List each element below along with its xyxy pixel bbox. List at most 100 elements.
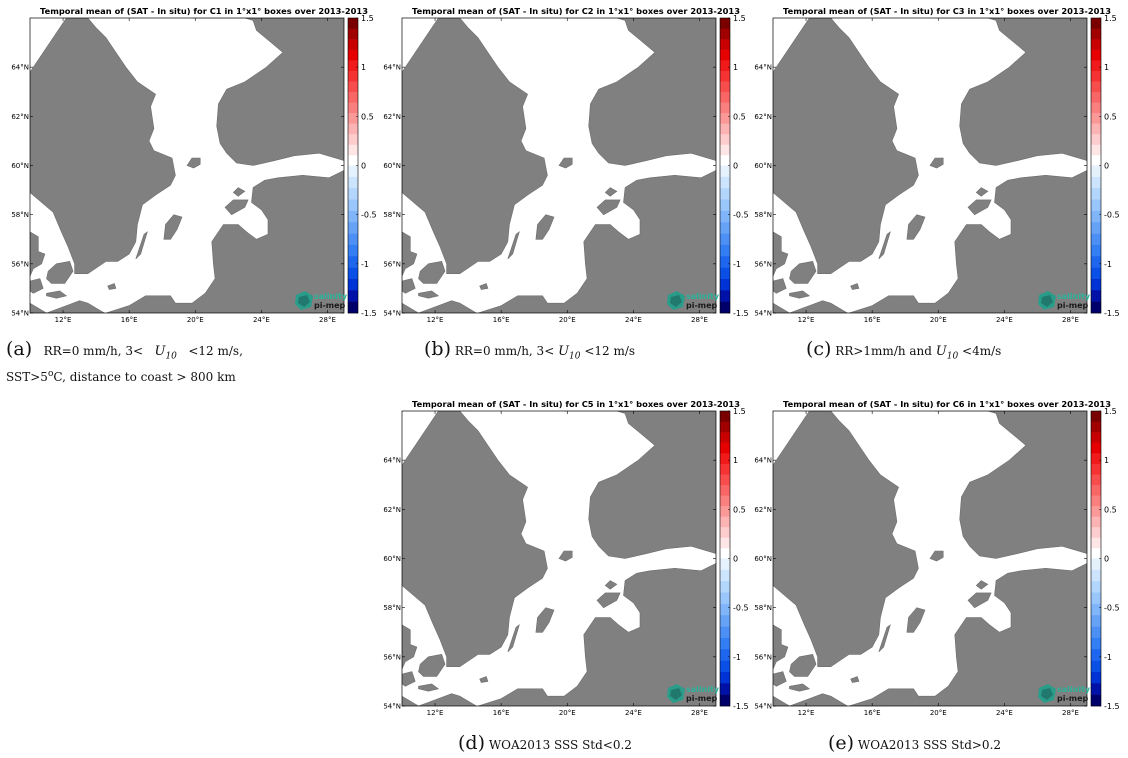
land-gotland	[535, 214, 555, 240]
land-finland	[935, 18, 1087, 166]
caption-subscript: 10	[165, 351, 177, 362]
land-germany-coast	[773, 693, 848, 706]
caption-e: (e) WOA2013 SSS Std>0.2	[828, 734, 1118, 754]
land-baltic-states	[477, 170, 716, 313]
land-germany-coast	[773, 300, 848, 313]
colorbar-tick-label: 0	[733, 555, 738, 564]
land-hiiumaa	[975, 580, 989, 590]
land-lolland	[418, 683, 440, 692]
land-lolland	[46, 290, 68, 299]
map-panel-d: Temporal mean of (SAT - In situ) for C5 …	[383, 397, 768, 727]
colorbar-tick-label: 1.5	[733, 407, 746, 416]
land-finland	[564, 18, 716, 166]
panel-title: Temporal mean of (SAT - In situ) for C2 …	[412, 6, 740, 16]
lat-tick-label: 60°N	[11, 162, 29, 170]
land-funen	[402, 671, 416, 687]
lon-tick-label: 20°E	[930, 709, 947, 717]
caption-subscript: 10	[946, 351, 959, 362]
lat-tick-label: 62°N	[754, 506, 772, 514]
colorbar: 1.5 1 0.5 0 -0.5 -1 -1.5	[719, 14, 749, 318]
lon-tick-label: 16°E	[493, 316, 510, 324]
lon-tick-label: 12°E	[427, 316, 444, 324]
colorbar-tick-label: 1	[1104, 456, 1109, 465]
colorbar-tick-label: 1.5	[733, 14, 746, 23]
land-finland	[935, 411, 1087, 559]
caption-symbol: U	[558, 344, 570, 359]
land-saaremaa	[224, 199, 249, 216]
land-baltic-states	[848, 563, 1087, 706]
lat-tick-label: 60°N	[754, 555, 772, 563]
lat-tick-label: 58°N	[754, 211, 772, 219]
land-finland	[564, 411, 716, 559]
lat-tick-label: 58°N	[383, 211, 401, 219]
lon-tick-label: 28°E	[319, 316, 336, 324]
land-lolland	[789, 290, 811, 299]
land-zealand	[46, 261, 74, 284]
lat-tick-label: 54°N	[754, 703, 772, 711]
land-saaremaa	[596, 592, 621, 609]
land-lolland	[789, 683, 811, 692]
caption-subscript: 10	[569, 351, 581, 362]
lon-tick-label: 28°E	[1062, 316, 1079, 324]
colorbar-tick-label: 0.5	[733, 505, 746, 514]
land-layer	[402, 411, 716, 706]
land-scandinavia	[30, 18, 176, 275]
colorbar-tick-label: 0	[361, 162, 366, 171]
lon-tick-label: 12°E	[798, 316, 815, 324]
caption-text: RR=0 mm/h, 3<	[454, 344, 555, 358]
lat-tick-label: 56°N	[754, 260, 772, 268]
land-aland	[186, 157, 201, 169]
lon-tick-label: 24°E	[996, 709, 1013, 717]
lon-tick-label: 16°E	[493, 709, 510, 717]
svg-text:pi-mep: pi-mep	[686, 301, 718, 310]
colorbar-tick-label: -0.5	[733, 604, 749, 613]
land-jutland	[30, 231, 46, 277]
land-bornholm	[479, 283, 489, 290]
land-baltic-states	[848, 170, 1087, 313]
panel-title: Temporal mean of (SAT - In situ) for C1 …	[40, 6, 368, 16]
caption-c: (c) RR>1mm/h and U10 <4m/s	[806, 340, 1126, 365]
land-saaremaa	[967, 199, 992, 216]
lon-tick-label: 20°E	[187, 316, 204, 324]
colorbar-tick-label: -1	[1104, 260, 1112, 269]
caption-a: (a) RR=0 mm/h, 3< U10 <12 m/s, SST>5oC, …	[6, 340, 386, 386]
svg-text:salinity: salinity	[1057, 685, 1091, 694]
lon-tick-label: 12°E	[55, 316, 72, 324]
land-oland	[507, 624, 520, 653]
colorbar-tick-label: 0	[733, 162, 738, 171]
land-jutland	[773, 231, 789, 277]
land-bornholm	[850, 283, 860, 290]
lon-tick-label: 28°E	[691, 316, 708, 324]
land-germany-coast	[402, 693, 477, 706]
lon-tick-label: 12°E	[798, 709, 815, 717]
colorbar-tick-label: -1.5	[1104, 309, 1120, 318]
map-figure: 12°E 16°E 20°E 24°E 28°E 54°N 56°N 58°N 60°N 62°N…	[11, 14, 376, 324]
map-figure: 12°E 16°E 20°E 24°E 28°E 54°N 56°N 58°N 60°N 62°N…	[754, 14, 1120, 324]
land-jutland	[402, 624, 418, 670]
map-panel-a: Temporal mean of (SAT - In situ) for C1 …	[11, 4, 396, 334]
caption-text: RR=0 mm/h, 3<	[43, 344, 144, 358]
colorbar-tick-label: -1	[361, 260, 369, 269]
caption-symbol: U	[935, 344, 947, 359]
lat-tick-label: 58°N	[383, 604, 401, 612]
lat-tick-label: 64°N	[383, 457, 401, 465]
lat-tick-label: 58°N	[754, 604, 772, 612]
land-oland	[135, 231, 148, 260]
colorbar-tick-label: -1.5	[733, 309, 749, 318]
caption-text: <4m/s	[962, 344, 1002, 358]
land-hiiumaa	[604, 580, 618, 590]
land-jutland	[773, 624, 789, 670]
land-germany-coast	[30, 300, 105, 313]
colorbar-tick-label: 0.5	[733, 112, 746, 121]
lat-tick-label: 54°N	[383, 703, 401, 711]
land-bornholm	[850, 676, 860, 683]
caption-b: (b) RR=0 mm/h, 3< U10 <12 m/s	[424, 340, 764, 365]
colorbar-tick-label: 1.5	[361, 14, 374, 23]
colorbar-tick-label: 0	[1104, 555, 1109, 564]
land-oland	[507, 231, 520, 260]
caption-symbol: U	[154, 344, 166, 359]
caption-text: WOA2013 SSS Std>0.2	[857, 738, 1002, 752]
colorbar: 1.5 1 0.5 0 -0.5 -1 -1.5	[719, 407, 749, 711]
